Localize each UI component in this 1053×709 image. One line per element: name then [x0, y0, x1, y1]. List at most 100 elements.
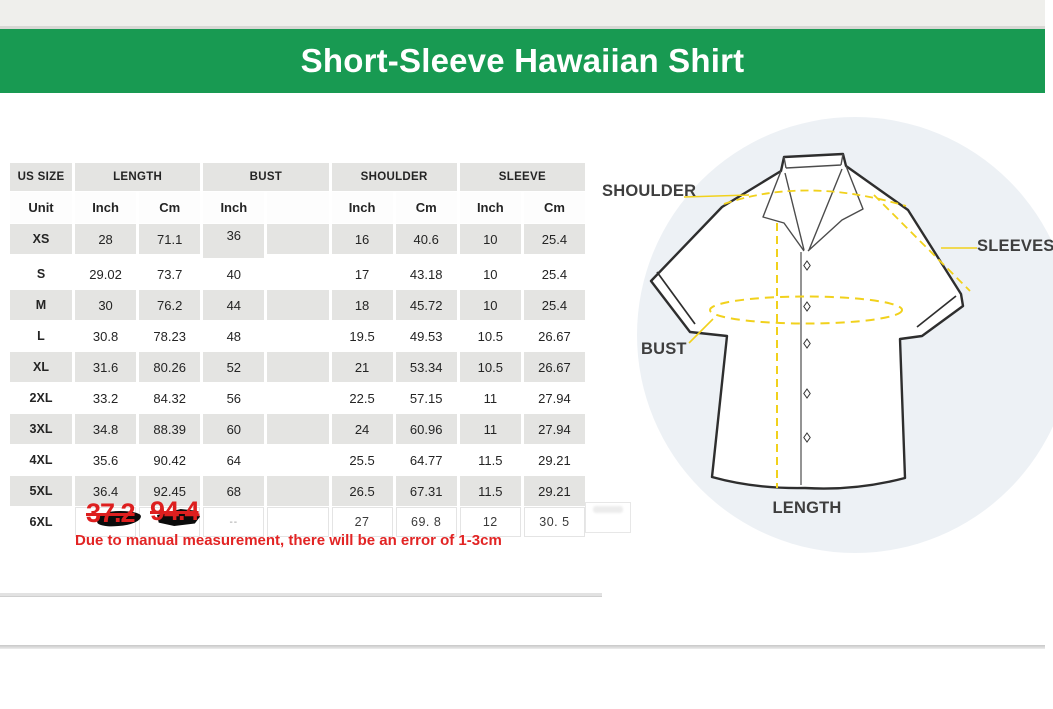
shoulder-measure-line	[723, 189, 907, 207]
subheader-cell: Cm	[139, 192, 201, 223]
subheader-cell: Unit	[10, 192, 72, 223]
subheader-cell: Inch	[459, 192, 521, 223]
value-cell: 29.21	[538, 452, 571, 468]
value-cell: --	[203, 507, 265, 537]
value-cell: 22.5	[349, 390, 375, 406]
header-cell: BUST	[203, 163, 329, 191]
value-cell: 64.77	[409, 452, 443, 468]
header-cell: LENGTH	[75, 163, 201, 191]
value-cell: 44	[203, 290, 265, 320]
value-cell: 10.5	[459, 352, 521, 382]
value-cell: 19.5	[349, 328, 375, 344]
value-cell: 53.34	[395, 352, 457, 382]
size-cell: S	[36, 267, 46, 281]
value-cell: 30	[75, 290, 137, 320]
collar-lines	[762, 153, 864, 252]
value-cell: 27	[331, 507, 393, 537]
label-sleeves: SLEEVES	[977, 237, 1053, 255]
header-cell: SHOULDER	[331, 163, 457, 191]
size-cell: 2XL	[29, 391, 53, 405]
value-cell: 35.6	[92, 452, 119, 468]
corrected-length-cm: 94.4	[150, 496, 200, 526]
label-length: LENGTH	[772, 499, 842, 517]
divider-line	[0, 593, 602, 597]
shirt-outline	[649, 152, 965, 490]
value-cell: 92.45	[139, 476, 201, 506]
size-cell: 3XL	[10, 414, 72, 444]
value-cell: 78.23	[153, 328, 186, 344]
value-cell: 10	[459, 290, 521, 320]
value-cell: 69. 8	[395, 507, 457, 537]
corrected-length-inch: 37.2	[86, 498, 136, 528]
value-cell: 10	[459, 224, 521, 254]
header-cell: SLEEVE	[459, 163, 585, 191]
value-cell: 40	[226, 266, 242, 282]
banner: Short-Sleeve Hawaiian Shirt	[0, 29, 1045, 93]
sleeve-measure-line	[873, 194, 971, 292]
value-cell	[267, 321, 328, 351]
value-cell: 21	[331, 352, 393, 382]
subheader-cell: Inch	[331, 192, 393, 223]
buttons	[803, 260, 811, 443]
value-cell: 28	[75, 224, 137, 254]
size-cell: XL	[10, 352, 72, 382]
shirt-illustration	[637, 117, 1053, 553]
cuff-line	[656, 271, 696, 325]
value-cell: 25.4	[523, 224, 585, 254]
size-cell: 5XL	[10, 476, 72, 506]
value-cell: 30. 5	[523, 507, 585, 537]
value-cell: 27.94	[538, 390, 571, 406]
value-cell: 27.94	[523, 414, 585, 444]
value-cell: 64	[226, 452, 242, 468]
subheader-cell: Cm	[395, 192, 457, 223]
label-shoulder: SHOULDER	[602, 182, 697, 200]
value-cell: 16	[331, 224, 393, 254]
value-cell	[267, 414, 329, 444]
value-cell: 34.8	[75, 414, 137, 444]
value-cell: 26.67	[538, 328, 571, 344]
value-cell	[267, 476, 329, 506]
value-cell: 60.96	[395, 414, 457, 444]
value-cell: 36.4	[75, 476, 137, 506]
value-cell: 31.6	[75, 352, 137, 382]
value-cell	[267, 507, 329, 537]
value-cell: 76.2	[139, 290, 201, 320]
faint-watermark	[593, 506, 623, 513]
subheader-cell: Cm	[523, 192, 585, 223]
cuff-line	[916, 295, 957, 328]
value-cell	[267, 290, 329, 320]
value-cell: 11.5	[478, 452, 503, 468]
subheader-cell: Inch	[203, 192, 265, 223]
size-cell: 4XL	[29, 453, 53, 467]
value-cell: 29.02	[89, 266, 122, 282]
value-cell	[267, 352, 329, 382]
value-cell	[267, 445, 328, 475]
value-cell: 10	[483, 266, 498, 282]
divider-line	[0, 645, 1045, 649]
header-cell: US SIZE	[10, 163, 72, 191]
value-cell	[267, 224, 329, 254]
bust-label-connector	[688, 318, 714, 344]
value-cell: 36	[203, 224, 265, 258]
top-strip	[0, 0, 1045, 29]
label-bust: BUST	[641, 340, 687, 358]
value-cell: 11	[483, 390, 498, 406]
value-cell: 56	[226, 390, 242, 406]
value-cell: 25.4	[523, 290, 585, 320]
value-cell: 12	[459, 507, 521, 537]
size-cell: M	[10, 290, 72, 320]
value-cell: 45.72	[395, 290, 457, 320]
value-cell: 17	[354, 266, 370, 282]
value-cell: 80.26	[139, 352, 201, 382]
value-cell: 43.18	[409, 266, 443, 282]
shoulder-label-connector	[683, 194, 750, 198]
value-cell: 24	[331, 414, 393, 444]
value-cell: 10.5	[477, 328, 503, 344]
value-cell: 68	[203, 476, 265, 506]
value-cell: 18	[331, 290, 393, 320]
value-cell: 67.31	[395, 476, 457, 506]
patched-row-extension	[585, 502, 631, 533]
value-cell: 84.32	[153, 390, 186, 406]
page-title: Short-Sleeve Hawaiian Shirt	[300, 42, 745, 79]
